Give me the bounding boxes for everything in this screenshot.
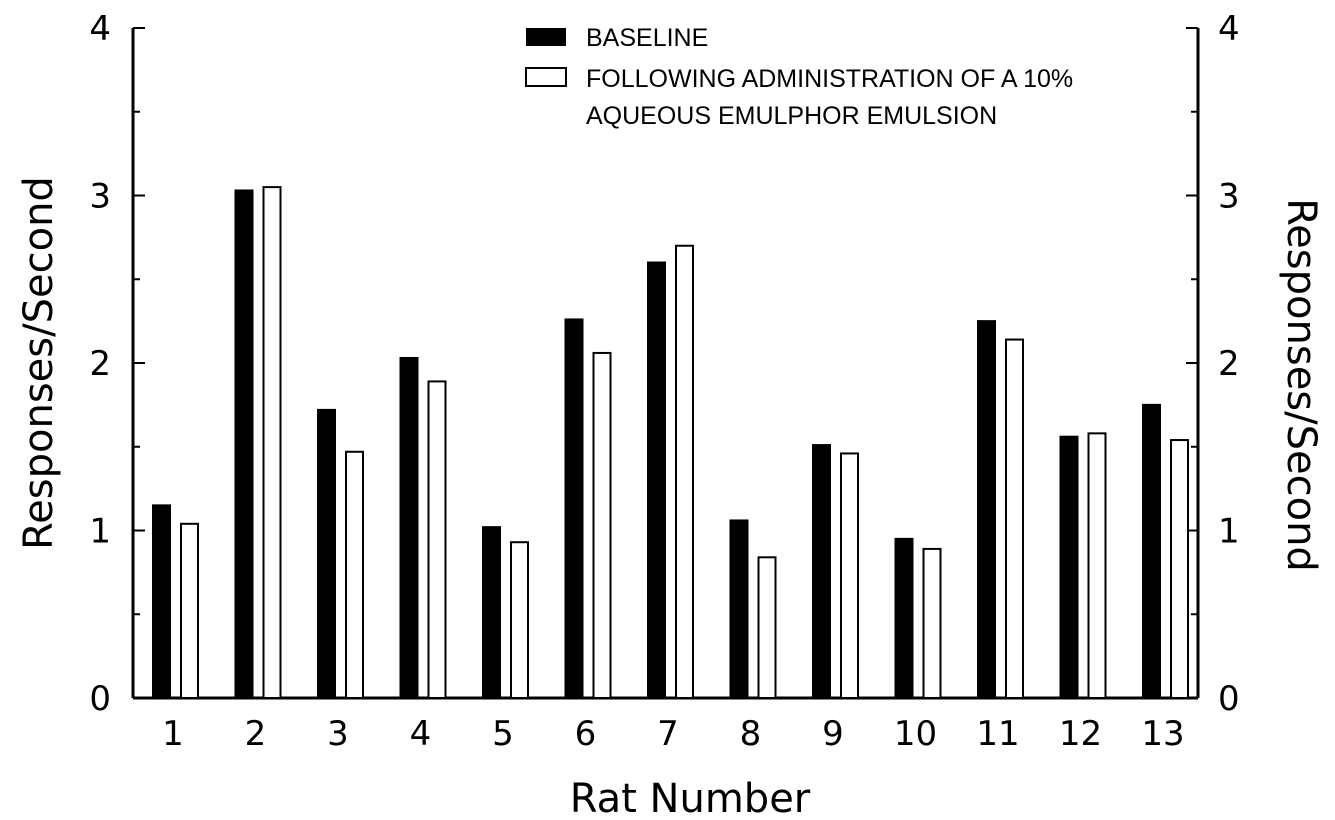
bar-baseline-rat-6 (564, 318, 584, 699)
bar-baseline-rat-5 (482, 526, 501, 700)
left-y-tick-label: 1 (89, 512, 111, 552)
axis-ticks (133, 27, 1198, 699)
x-tick-label: 8 (740, 714, 762, 754)
x-tick-label: 9 (822, 714, 844, 754)
bar-baseline-rat-12 (1059, 435, 1079, 699)
bar-baseline-rat-8 (729, 519, 749, 700)
bar-baseline-rat-10 (894, 537, 914, 699)
x-tick-label: 3 (327, 714, 349, 754)
bar-baseline-rat-13 (1142, 403, 1161, 699)
bars-group (152, 186, 1189, 700)
bar-emulphor-rat-8 (757, 556, 777, 699)
legend-label-emulphor-line2: AQUEOUS EMULPHOR EMULSION (586, 102, 997, 130)
bar-emulphor-rat-5 (510, 541, 529, 699)
right-y-tick-label: 4 (1218, 9, 1240, 49)
x-tick-label: 4 (410, 714, 432, 754)
right-y-tick-label: 1 (1218, 512, 1240, 552)
right-y-tick-label: 0 (1218, 679, 1240, 719)
x-tick-label: 6 (575, 714, 597, 754)
legend-label-baseline: BASELINE (586, 24, 708, 52)
bar-emulphor-rat-1 (180, 522, 199, 699)
left-y-tick-label: 2 (89, 344, 111, 384)
bar-emulphor-rat-3 (345, 450, 364, 699)
x-tick-label: 13 (1141, 714, 1184, 754)
bar-emulphor-rat-7 (675, 244, 694, 699)
x-tick-label: 5 (492, 714, 514, 754)
legend-label-emulphor-line1: FOLLOWING ADMINISTRATION OF A 10% (586, 65, 1073, 93)
bar-baseline-rat-7 (647, 261, 666, 699)
bar-baseline-rat-3 (317, 408, 336, 699)
bar-baseline-rat-1 (152, 504, 171, 699)
x-tick-label: 1 (162, 714, 184, 754)
left-y-tick-label: 0 (89, 679, 111, 719)
right-y-axis-title: Responses/Second (1278, 198, 1324, 572)
legend: BASELINE FOLLOWING ADMINISTRATION OF A 1… (525, 24, 1073, 130)
tick-labels: 0 01 12 23 34 41 2 3 4 5 6 7 8 9 10 11 12 13 (89, 9, 1239, 754)
left-y-axis-title: Responses/Second (16, 176, 62, 550)
bar-emulphor-rat-12 (1087, 432, 1107, 699)
bar-emulphor-rat-13 (1170, 439, 1189, 699)
bar-emulphor-rat-2 (262, 186, 282, 699)
bar-emulphor-rat-6 (592, 351, 612, 699)
legend-swatch-emulphor (525, 67, 567, 87)
bar-emulphor-rat-11 (1005, 338, 1024, 699)
x-tick-label: 12 (1059, 714, 1102, 754)
x-tick-label: 2 (245, 714, 267, 754)
legend-swatch-baseline (526, 28, 566, 46)
left-y-tick-label: 4 (89, 9, 111, 49)
bar-emulphor-rat-9 (840, 452, 859, 700)
right-y-tick-label: 3 (1218, 177, 1240, 217)
x-axis-title: Rat Number (570, 776, 811, 820)
bar-emulphor-rat-10 (922, 547, 942, 699)
bar-emulphor-rat-4 (427, 380, 447, 699)
bar-baseline-rat-11 (977, 320, 996, 699)
x-tick-label: 11 (976, 714, 1019, 754)
right-y-tick-label: 2 (1218, 344, 1240, 384)
left-y-tick-label: 3 (89, 177, 111, 217)
x-tick-label: 10 (894, 714, 937, 754)
bar-baseline-rat-4 (399, 356, 419, 699)
bar-baseline-rat-9 (812, 444, 831, 700)
x-tick-label: 7 (657, 714, 679, 754)
bar-baseline-rat-2 (234, 189, 254, 699)
